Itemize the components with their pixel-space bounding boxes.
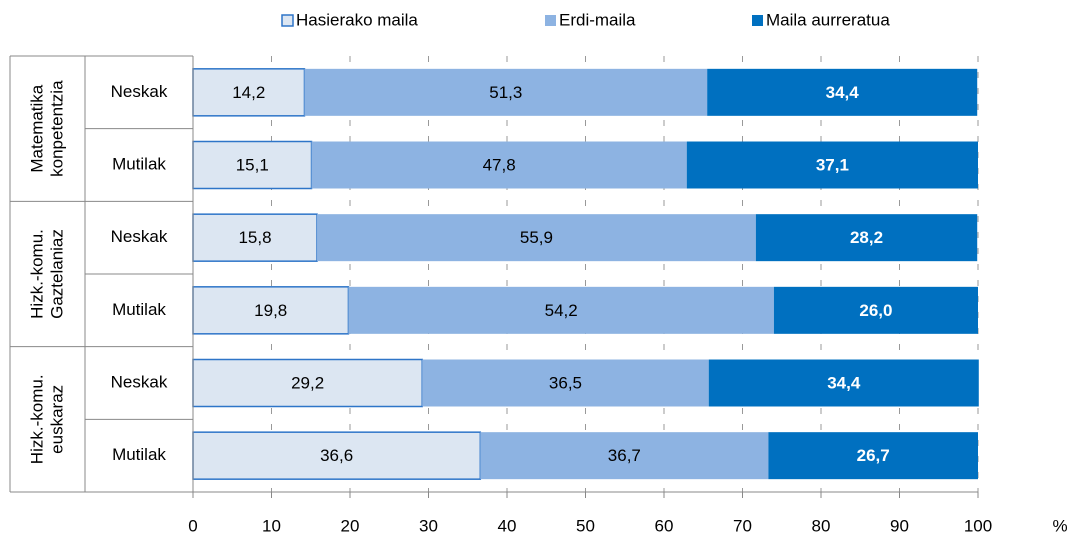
bar-segment	[768, 432, 978, 480]
x-tick-label: 0	[188, 516, 197, 535]
value-label: 28,2	[850, 228, 883, 247]
legend-label: Maila aurreratua	[766, 10, 890, 29]
bar-segment	[708, 359, 979, 407]
value-label: 19,8	[254, 301, 287, 320]
x-tick-label: 30	[419, 516, 438, 535]
group-label: konpetentzia	[47, 80, 66, 177]
value-label: 36,7	[608, 446, 641, 465]
bar-segment	[480, 432, 769, 480]
legend-marker	[545, 15, 556, 26]
value-label: 34,4	[826, 83, 860, 102]
x-tick-label: 10	[262, 516, 281, 535]
bar-segment	[192, 431, 482, 480]
bar-segment	[317, 214, 756, 262]
bar-segment	[686, 141, 978, 189]
value-label: 55,9	[520, 228, 553, 247]
bar-segment	[755, 214, 978, 262]
group-label: Hizk.-komu.	[27, 374, 46, 464]
value-label: 47,8	[483, 155, 516, 174]
value-label: 37,1	[816, 155, 849, 174]
value-label: 34,4	[827, 373, 861, 392]
group-label: euskaraz	[47, 385, 66, 454]
bar-segment	[348, 286, 774, 334]
group-label: Hizk.-komu.	[27, 229, 46, 319]
x-axis-label: %	[1052, 516, 1067, 535]
value-label: 14,2	[232, 83, 265, 102]
legend-label: Hasierako maila	[296, 10, 418, 29]
value-label: 15,1	[236, 155, 269, 174]
value-label: 51,3	[489, 83, 522, 102]
x-tick-label: 60	[655, 516, 674, 535]
x-tick-label: 50	[576, 516, 595, 535]
category-label: Mutilak	[112, 300, 166, 319]
category-label: Mutilak	[112, 154, 166, 173]
x-tick-label: 70	[733, 516, 752, 535]
bar-segment	[422, 359, 709, 407]
category-label: Neskak	[111, 82, 168, 101]
bar-segment	[304, 68, 708, 116]
legend-marker	[752, 15, 763, 26]
category-label: Neskak	[111, 227, 168, 246]
group-label: Gaztelaniaz	[47, 229, 66, 319]
x-tick-label: 100	[964, 516, 992, 535]
bar-segment	[192, 68, 306, 117]
value-label: 15,8	[238, 228, 271, 247]
x-tick-label: 90	[890, 516, 909, 535]
bar-segment	[773, 286, 978, 334]
value-label: 29,2	[291, 373, 324, 392]
bar-segment	[707, 68, 978, 116]
legend-marker	[281, 14, 294, 27]
value-label: 36,5	[549, 373, 582, 392]
value-label: 26,7	[857, 446, 890, 465]
value-label: 36,6	[320, 446, 353, 465]
x-tick-label: 80	[812, 516, 831, 535]
x-tick-label: 40	[498, 516, 517, 535]
value-label: 54,2	[545, 301, 578, 320]
category-label: Neskak	[111, 372, 168, 391]
legend-label: Erdi-maila	[559, 10, 636, 29]
group-label: Matematika	[27, 84, 46, 172]
x-tick-label: 20	[341, 516, 360, 535]
value-label: 26,0	[859, 301, 892, 320]
bar-segment	[192, 358, 423, 408]
category-label: Mutilak	[112, 445, 166, 464]
bar-segment	[311, 141, 687, 189]
